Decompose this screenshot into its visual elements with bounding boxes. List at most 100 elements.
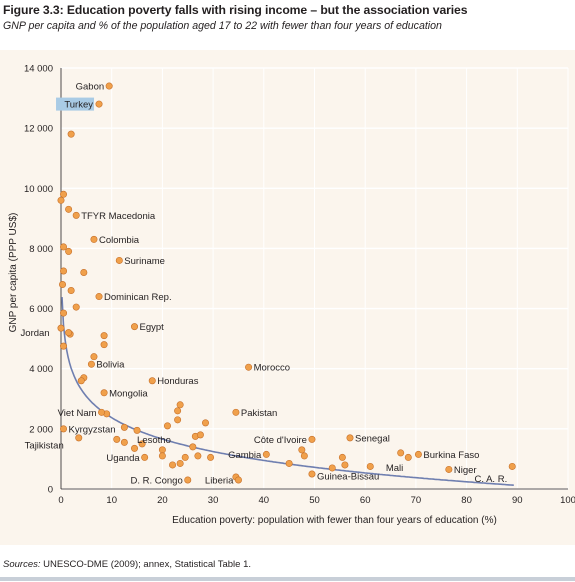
point-label: Uganda	[106, 453, 140, 464]
data-point	[414, 450, 422, 458]
data-point	[60, 267, 68, 275]
point-label: C. A. R.	[474, 474, 507, 485]
data-point	[131, 444, 139, 452]
data-point	[60, 190, 68, 198]
point-label: Honduras	[157, 376, 198, 387]
data-point	[80, 268, 88, 276]
x-tick-label: 30	[208, 495, 219, 506]
data-point	[341, 461, 349, 469]
data-point	[115, 256, 123, 264]
data-point	[176, 459, 184, 467]
data-point	[201, 419, 209, 427]
x-tick-label: 20	[157, 495, 168, 506]
data-point	[57, 324, 65, 332]
data-point	[404, 453, 412, 461]
data-point	[57, 196, 65, 204]
point-labels: Gabon Turkey TFYR Macedonia Colombia Surinam…	[21, 82, 508, 487]
data-point	[65, 329, 73, 337]
data-point	[308, 435, 316, 443]
data-point	[65, 247, 73, 255]
data-points	[57, 82, 516, 484]
x-tick-label: 40	[259, 495, 270, 506]
point-label: Liberia	[205, 475, 234, 486]
point-label: Burkina Faso	[423, 450, 479, 461]
data-point	[176, 401, 184, 409]
point-label: D. R. Congo	[130, 475, 182, 486]
data-point	[245, 363, 253, 371]
data-point	[196, 431, 204, 439]
point-label: Morocco	[254, 363, 290, 374]
point-label: Egypt	[140, 322, 165, 333]
data-point	[141, 453, 149, 461]
data-point	[60, 425, 68, 433]
data-point	[445, 465, 453, 473]
data-point	[67, 287, 75, 295]
point-label: Pakistan	[241, 408, 277, 419]
data-point	[298, 446, 306, 454]
point-label: Gambia	[228, 450, 262, 461]
data-point	[207, 453, 215, 461]
point-label: Niger	[454, 465, 477, 476]
data-point	[148, 377, 156, 385]
point-label: Guinea-Bissau	[317, 471, 379, 482]
point-label: Senegal	[355, 433, 390, 444]
point-label: Côte d'Ivoire	[254, 435, 307, 446]
point-label: Colombia	[99, 235, 140, 246]
data-point	[95, 293, 103, 301]
data-point	[90, 235, 98, 243]
y-axis-label: GNP per capita (PPP US$)	[8, 213, 19, 333]
data-point	[184, 476, 192, 484]
x-axis-label: Education poverty: population with fewer…	[172, 515, 497, 526]
x-tick-label: 0	[58, 495, 63, 506]
y-tick-label: 0	[48, 485, 53, 496]
data-point	[138, 440, 146, 448]
data-point	[346, 434, 354, 442]
data-point	[72, 211, 80, 219]
figure-subtitle: GNP per capita and % of the population a…	[3, 20, 442, 32]
point-label: Gabon	[76, 82, 105, 93]
highlight-layer	[56, 97, 95, 111]
x-tick-label: 70	[411, 495, 422, 506]
data-point	[285, 459, 293, 467]
data-point	[234, 476, 242, 484]
point-label: Tajikistan	[25, 440, 64, 451]
data-point	[98, 408, 106, 416]
x-tick-label: 10	[106, 495, 117, 506]
point-label: Lesotho	[137, 435, 171, 446]
data-point	[120, 423, 128, 431]
y-tick-label: 8 000	[29, 244, 53, 255]
highlight-box	[56, 97, 95, 111]
data-point	[194, 452, 202, 460]
data-point	[120, 438, 128, 446]
grid-lines	[60, 67, 569, 490]
data-point	[105, 82, 113, 90]
data-point	[72, 303, 80, 311]
data-point	[338, 453, 346, 461]
bottom-rule	[0, 577, 575, 581]
point-label: Dominican Rep.	[104, 292, 172, 303]
data-point	[169, 461, 177, 469]
data-point	[158, 452, 166, 460]
data-point	[163, 422, 171, 430]
point-label: Turkey	[64, 100, 93, 111]
data-point	[60, 243, 68, 251]
data-point	[100, 389, 108, 397]
data-point	[75, 434, 83, 442]
point-label: Jordan	[21, 328, 50, 339]
x-tick-label: 50	[309, 495, 320, 506]
data-point	[158, 446, 166, 454]
data-point	[100, 332, 108, 340]
data-point	[65, 205, 73, 213]
point-label: Suriname	[124, 256, 165, 267]
point-label: TFYR Macedonia	[81, 211, 156, 222]
data-point	[87, 360, 95, 368]
data-point	[67, 130, 75, 138]
data-point	[90, 353, 98, 361]
data-point	[189, 443, 197, 451]
data-point	[308, 470, 316, 478]
y-tick-label: 10 000	[24, 184, 53, 195]
source-note: Sources: UNESCO-DME (2009); annex, Stati…	[3, 559, 251, 570]
figure-title: Figure 3.3: Education poverty falls with…	[3, 3, 468, 17]
data-point	[366, 462, 374, 470]
